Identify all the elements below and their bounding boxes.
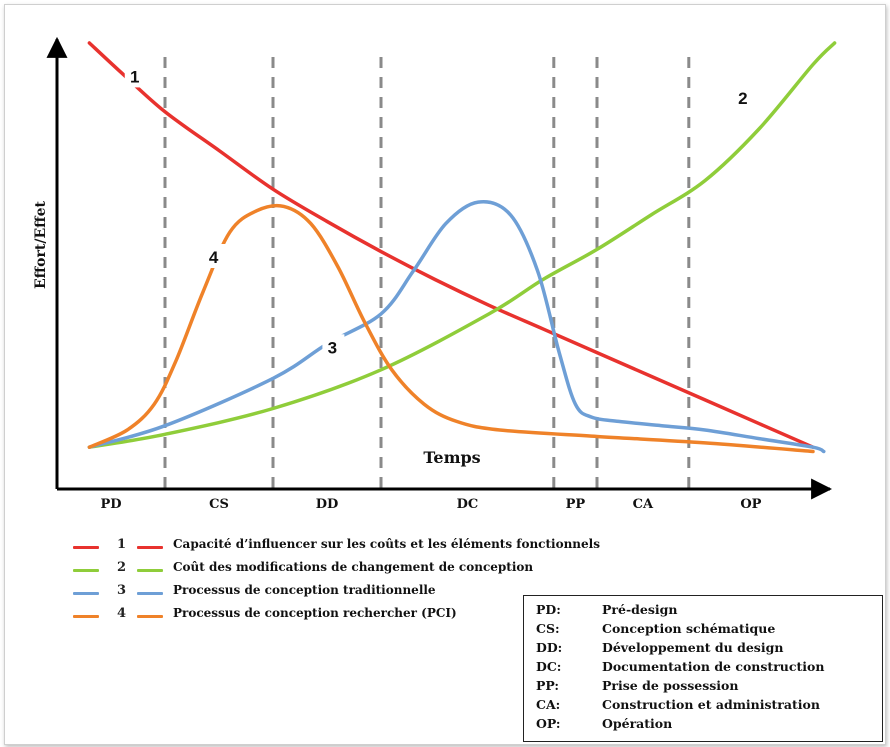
legend-line-right [137,592,163,595]
phase-label-pd: PD [100,497,121,512]
legend-line-right [137,546,163,549]
legend-number: 1 [117,537,127,552]
phase-label-cs: CS [209,497,229,512]
lifecycle-chart: 1 2 3 4 Effort/Effet Temps PD CS DD DC PP CA OP [33,36,837,512]
abbreviation-code: CS: [536,621,560,636]
abbreviation-desc: Conception schématique [602,621,776,636]
annotation-bg [322,334,345,359]
abbreviation-desc: Prise de possession [602,678,739,693]
series-line-3 [87,200,826,454]
annotation-bg [203,244,226,268]
abbreviation-code: DD: [536,640,563,655]
phase-label-ca: CA [633,497,654,512]
abbreviation-box: PD: Pré-design CS: Conception schématiqu… [523,595,883,742]
annotation-label-1: 1 [130,67,139,86]
annotation-bg [124,63,147,88]
abbreviation-code: PP: [536,678,559,693]
abbreviation-desc: Construction et administration [602,697,820,712]
abbreviation-desc: Développement du design [602,640,784,655]
annotation-label-4: 4 [209,248,219,267]
legend-line-right [137,615,163,618]
legend-label: Processus de conception rechercher (PCI) [173,606,457,620]
legend-number: 3 [117,583,127,598]
legend-number: 4 [117,606,127,621]
x-axis-label: Temps [423,448,480,467]
legend-line-left [73,546,99,549]
series-line-2 [87,41,837,449]
legend-number: 2 [117,560,127,575]
legend-line-left [73,592,99,595]
abbreviation-code: PD: [536,602,561,617]
series-line-4 [87,203,815,454]
annotation-bg [732,84,755,109]
annotation-label-3: 3 [328,338,337,357]
legend-label: Capacité d’influencer sur les coûts et l… [173,537,600,551]
legend-label: Coût des modifications de changement de … [173,560,534,574]
figure-frame: 1 2 3 4 Effort/Effet Temps PD CS DD DC PP CA OP 1 Ca… [4,4,886,745]
phase-label-op: OP [740,497,761,512]
abbreviation-code: DC: [536,659,562,674]
legend-label: Processus de conception traditionnelle [173,583,436,597]
phase-label-dd: DD [316,497,339,512]
abbreviation-desc: Opération [602,716,673,731]
phase-label-dc: DC [457,497,479,512]
abbreviation-code: OP: [536,716,561,731]
abbreviation-desc: Pré-design [602,602,678,617]
phase-label-pp: PP [566,497,586,512]
legend-line-left [73,615,99,618]
series-line-1 [87,41,815,449]
y-axis-label: Effort/Effet [33,200,49,289]
abbreviation-code: CA: [536,697,561,712]
abbreviation-desc: Documentation de construction [602,659,825,674]
annotation-label-2: 2 [738,89,747,108]
legend-line-left [73,569,99,572]
legend-line-right [137,569,163,572]
